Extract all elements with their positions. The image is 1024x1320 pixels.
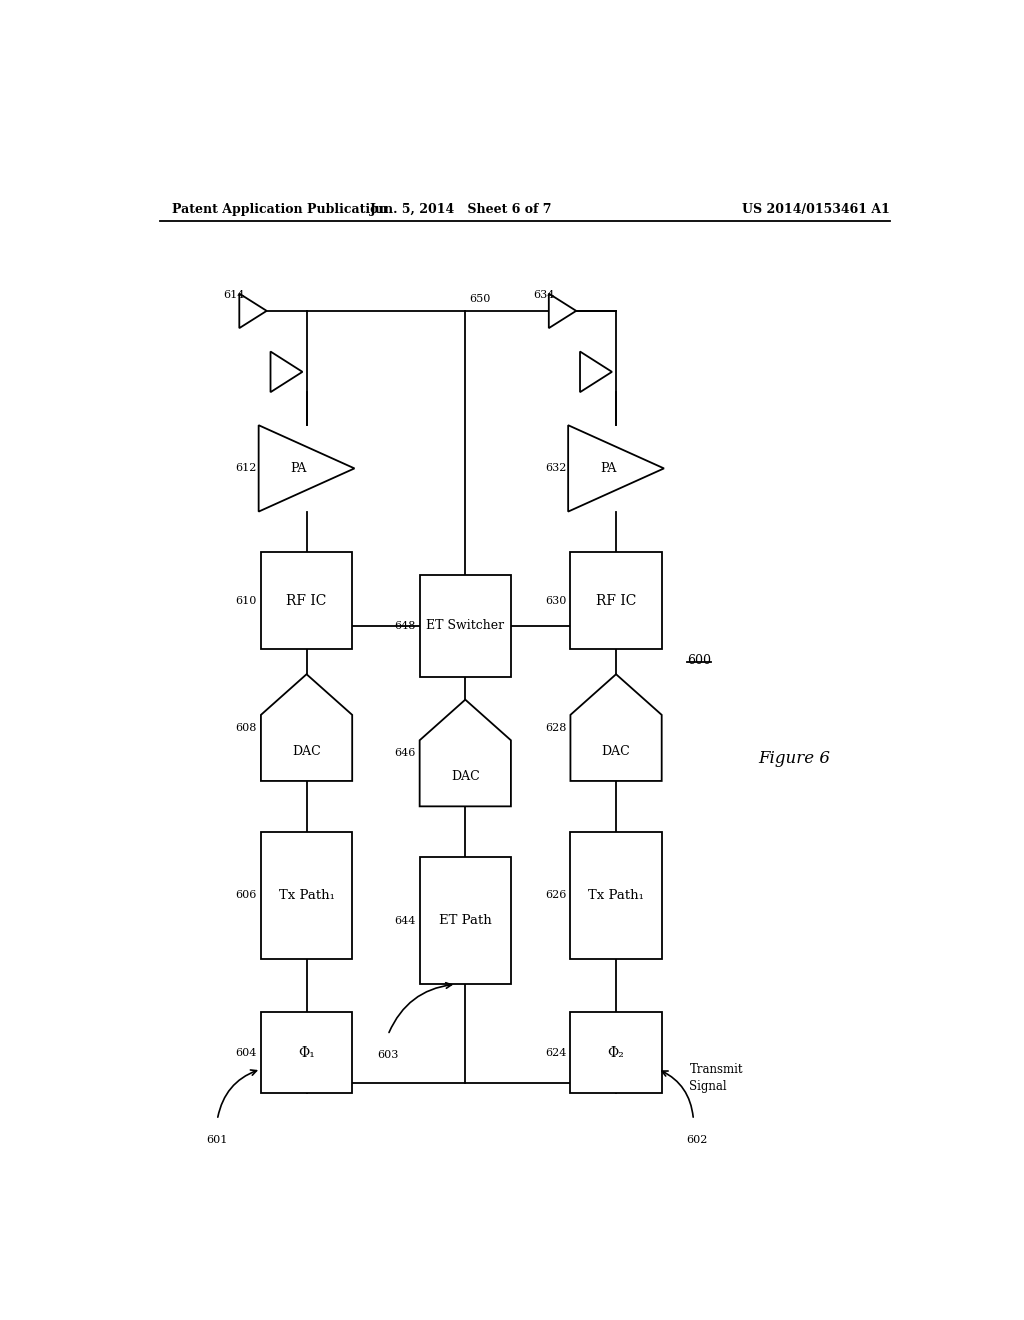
- Polygon shape: [580, 351, 612, 392]
- Text: ET Path: ET Path: [439, 915, 492, 927]
- Polygon shape: [549, 293, 577, 329]
- Text: 630: 630: [545, 595, 566, 606]
- Text: 614: 614: [223, 289, 245, 300]
- Bar: [570, 832, 662, 958]
- Text: 604: 604: [236, 1048, 257, 1057]
- Bar: [261, 832, 352, 958]
- Bar: [570, 1012, 662, 1093]
- Polygon shape: [568, 425, 664, 512]
- Text: 626: 626: [545, 890, 566, 900]
- Polygon shape: [570, 675, 662, 781]
- Text: PA: PA: [291, 462, 307, 475]
- Text: 634: 634: [534, 289, 555, 300]
- Text: 646: 646: [394, 748, 416, 758]
- Text: Transmit
Signal: Transmit Signal: [689, 1063, 743, 1093]
- Text: Jun. 5, 2014   Sheet 6 of 7: Jun. 5, 2014 Sheet 6 of 7: [370, 203, 553, 216]
- Bar: [261, 1012, 352, 1093]
- Text: RF IC: RF IC: [596, 594, 636, 607]
- Text: DAC: DAC: [292, 744, 321, 758]
- Text: 648: 648: [394, 620, 416, 631]
- Text: DAC: DAC: [451, 770, 479, 783]
- Text: 603: 603: [377, 1051, 398, 1060]
- Text: 628: 628: [545, 722, 566, 733]
- Text: 610: 610: [236, 595, 257, 606]
- Polygon shape: [420, 700, 511, 807]
- Text: 650: 650: [469, 293, 490, 304]
- Text: Tx Path₁: Tx Path₁: [279, 888, 335, 902]
- Text: PA: PA: [600, 462, 616, 475]
- Text: 602: 602: [686, 1135, 708, 1146]
- Text: 601: 601: [207, 1135, 228, 1146]
- Bar: [420, 857, 511, 985]
- Text: 644: 644: [394, 916, 416, 925]
- Text: 606: 606: [236, 890, 257, 900]
- Polygon shape: [240, 293, 266, 329]
- Bar: [570, 552, 662, 649]
- Bar: [261, 552, 352, 649]
- Text: Patent Application Publication: Patent Application Publication: [172, 203, 387, 216]
- Text: RF IC: RF IC: [287, 594, 327, 607]
- Text: 608: 608: [236, 722, 257, 733]
- Text: Tx Path₁: Tx Path₁: [588, 888, 644, 902]
- Bar: [420, 576, 511, 677]
- Polygon shape: [270, 351, 302, 392]
- Text: ET Switcher: ET Switcher: [426, 619, 505, 632]
- Polygon shape: [259, 425, 354, 512]
- Text: 624: 624: [545, 1048, 566, 1057]
- Text: DAC: DAC: [602, 744, 631, 758]
- Polygon shape: [261, 675, 352, 781]
- Text: Figure 6: Figure 6: [759, 750, 830, 767]
- Text: Φ₂: Φ₂: [607, 1045, 625, 1060]
- Text: Φ₁: Φ₁: [298, 1045, 315, 1060]
- Text: US 2014/0153461 A1: US 2014/0153461 A1: [742, 203, 890, 216]
- Text: 632: 632: [545, 463, 566, 474]
- Text: 612: 612: [236, 463, 257, 474]
- Text: 600: 600: [687, 653, 712, 667]
